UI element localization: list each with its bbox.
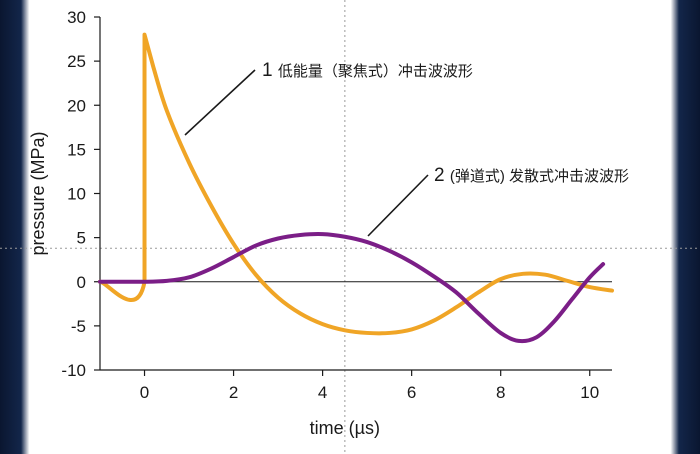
y-tick-label: 25 — [67, 52, 86, 71]
annotation-text: 低能量（聚焦式）冲击波波形 — [278, 63, 473, 80]
annotation-number: 1 — [262, 60, 278, 81]
x-axis-title: time (µs) — [310, 418, 380, 438]
y-tick-label: -10 — [61, 361, 86, 380]
annotation-leader-line — [184, 69, 256, 136]
y-tick-label: 20 — [67, 96, 86, 115]
annotation-label: 1 低能量（聚焦式）冲击波波形 — [262, 60, 473, 81]
annotation-leader-line — [367, 174, 429, 237]
x-tick-label: 6 — [407, 383, 416, 402]
series-line-2 — [98, 232, 606, 344]
x-tick-label: 4 — [318, 383, 327, 402]
y-tick-label: 10 — [67, 185, 86, 204]
y-tick-label: -5 — [71, 317, 86, 336]
y-tick-label: 15 — [67, 140, 86, 159]
x-tick-label: 2 — [229, 383, 238, 402]
x-tick-label: 8 — [496, 383, 505, 402]
y-tick-label: 0 — [77, 273, 86, 292]
x-tick-label: 0 — [140, 383, 149, 402]
annotation-label: 2 (弹道式) 发散式冲击波波形 — [434, 165, 629, 186]
annotation-text: (弹道式) 发散式冲击波波形 — [450, 168, 629, 185]
y-axis-title: pressure (MPa) — [28, 131, 48, 255]
y-tick-label: 30 — [67, 8, 86, 27]
annotation-number: 2 — [434, 165, 450, 186]
y-tick-label: 5 — [77, 229, 86, 248]
series-line-1 — [98, 32, 614, 336]
x-tick-label: 10 — [580, 383, 599, 402]
